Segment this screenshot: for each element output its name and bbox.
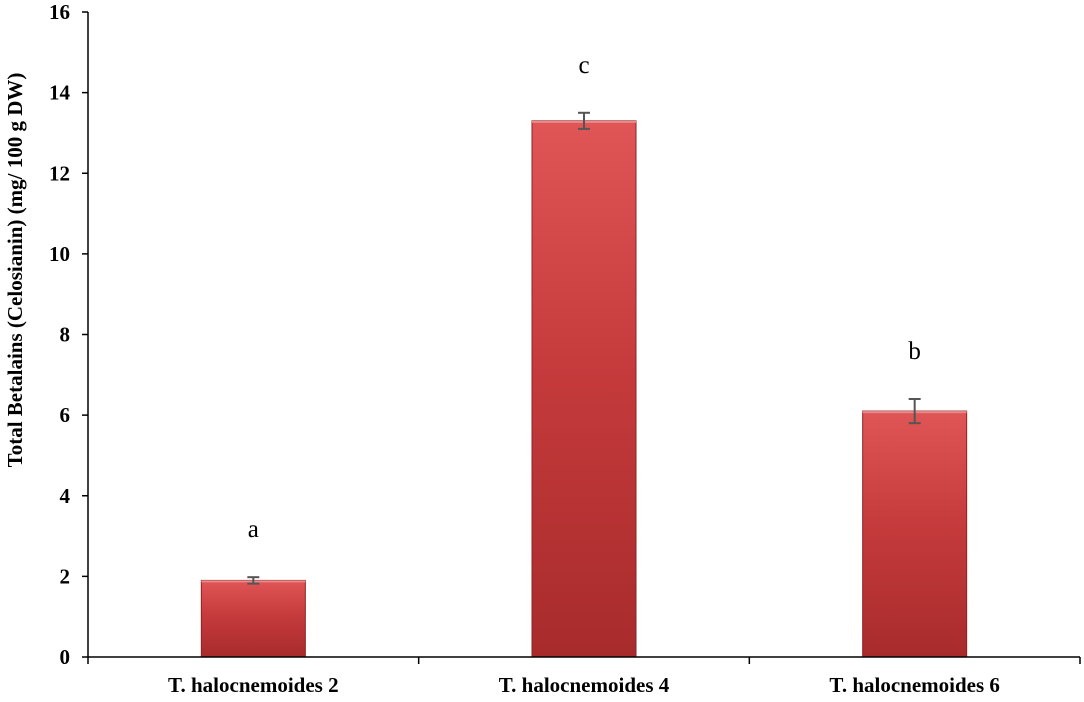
significance-letter: a (248, 516, 259, 543)
y-tick-label: 6 (60, 403, 71, 427)
y-tick-label: 4 (60, 484, 71, 508)
y-tick-label: 14 (49, 81, 71, 105)
error-bar (578, 111, 590, 130)
y-tick-label: 8 (60, 323, 71, 347)
y-tick-label: 12 (49, 161, 70, 185)
bars-layer: a c b (200, 52, 968, 658)
axes-layer: 0 2 4 6 8 10 12 14 16 T. halocnemoides 2 T. halocn… (49, 0, 1081, 697)
significance-letter: c (578, 52, 589, 79)
y-tick-label: 2 (60, 564, 71, 588)
x-category-label: T. halocnemoides 4 (499, 673, 670, 697)
y-tick-label: 16 (49, 0, 70, 24)
y-tick-label: 0 (60, 645, 71, 669)
bar (862, 410, 968, 658)
significance-letter: b (908, 338, 921, 365)
y-axis-title: Total Betalains (Celosianin) (mg/ 100 g … (3, 73, 27, 468)
x-category-label: T. halocnemoides 6 (829, 673, 1000, 697)
y-tick-label: 10 (49, 242, 70, 266)
bar (531, 120, 637, 658)
error-bar (908, 398, 921, 425)
error-bar (247, 576, 260, 585)
bar (200, 579, 306, 658)
x-category-label: T. halocnemoides 2 (168, 673, 339, 697)
